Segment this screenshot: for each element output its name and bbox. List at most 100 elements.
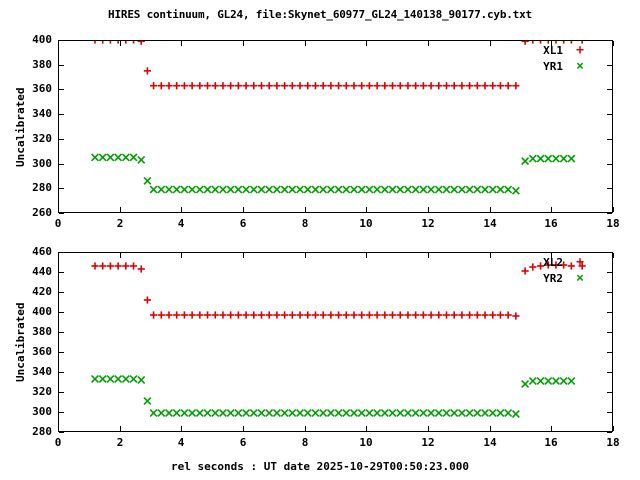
y-axis-tick (59, 332, 64, 333)
y-axis-tick-right (607, 40, 612, 41)
y-axis-tick-right (607, 89, 612, 90)
x-axis-tick-label: 18 (606, 217, 620, 230)
x-axis-tick-top (490, 253, 491, 258)
y-axis-tick-label: 300 (32, 157, 52, 170)
y-axis-tick-right (607, 332, 612, 333)
x-axis-tick-top (305, 41, 306, 46)
x-axis-tick (613, 426, 614, 431)
x-axis-tick-top (551, 41, 552, 46)
series-yr1 (91, 153, 576, 195)
x-axis-tick-top (490, 41, 491, 46)
series-xl1 (94, 41, 583, 90)
legend-marker-yr2: × (576, 271, 584, 286)
x-axis-tick-label: 16 (544, 217, 558, 230)
x-axis-tick-top (243, 41, 244, 46)
x-axis-tick (181, 426, 182, 431)
y-axis-tick (59, 272, 64, 273)
y-axis-tick-right (607, 114, 612, 115)
y-axis-tick (59, 312, 64, 313)
x-axis-tick (490, 207, 491, 212)
y-axis-tick (59, 65, 64, 66)
series-yr2 (91, 375, 576, 418)
legend-marker-yr1: × (576, 59, 584, 74)
x-axis-tick (243, 426, 244, 431)
x-axis-tick-top (181, 253, 182, 258)
x-axis-tick-label: 14 (483, 217, 497, 230)
y-axis-tick-right (607, 252, 612, 253)
y-axis-tick (59, 40, 64, 41)
x-axis-tick (613, 207, 614, 212)
legend-label-yr1: YR1 (543, 60, 563, 73)
y-axis-tick-label: 400 (32, 33, 52, 46)
x-axis-tick-top (305, 253, 306, 258)
y-axis-tick-label: 320 (32, 385, 52, 398)
x-axis-tick-label: 0 (54, 217, 62, 230)
x-axis-tick-top (366, 41, 367, 46)
x-axis-tick-label: 6 (239, 436, 247, 449)
plot-frame (58, 40, 613, 213)
x-axis-tick-top (58, 41, 59, 46)
x-axis-tick-label: 4 (177, 217, 185, 230)
y-axis-tick-right (607, 139, 612, 140)
x-axis-tick-top (428, 41, 429, 46)
legend-label-xl1: XL1 (543, 44, 563, 57)
legend-marker-xl2: + (576, 255, 584, 270)
y-axis-tick-label: 440 (32, 265, 52, 278)
x-axis-tick-label: 12 (421, 217, 435, 230)
x-axis-tick-label: 14 (483, 436, 497, 449)
x-axis-tick (58, 426, 59, 431)
y-axis-tick-right (607, 164, 612, 165)
y-axis-tick-label: 420 (32, 285, 52, 298)
x-axis-tick-label: 0 (54, 436, 62, 449)
x-axis-tick (551, 207, 552, 212)
y-axis-tick-right (607, 188, 612, 189)
y-axis-tick-label: 400 (32, 305, 52, 318)
y-axis-tick (59, 352, 64, 353)
x-axis-tick (366, 426, 367, 431)
y-axis-tick (59, 412, 64, 413)
x-axis-tick (490, 426, 491, 431)
y-axis-tick-label: 300 (32, 405, 52, 418)
x-axis-tick-top (551, 253, 552, 258)
y-axis-tick-label: 320 (32, 132, 52, 145)
x-axis-tick-top (366, 253, 367, 258)
x-axis-tick-top (120, 253, 121, 258)
y-axis-tick (59, 292, 64, 293)
y-axis-tick-right (607, 372, 612, 373)
y-axis-tick (59, 89, 64, 90)
x-axis-tick-label: 4 (177, 436, 185, 449)
y-axis-tick (59, 213, 64, 214)
x-axis-tick-top (181, 41, 182, 46)
page-title: HIRES continuum, GL24, file:Skynet_60977… (108, 8, 532, 21)
x-axis-tick-top (120, 41, 121, 46)
x-axis-tick (428, 207, 429, 212)
x-axis-tick-label: 2 (116, 436, 124, 449)
y-axis-tick-right (607, 412, 612, 413)
x-axis-tick (428, 426, 429, 431)
x-axis-tick-top (243, 253, 244, 258)
x-axis-tick (243, 207, 244, 212)
x-axis-tick-label: 10 (359, 217, 373, 230)
x-axis-tick (120, 426, 121, 431)
x-axis-tick-label: 18 (606, 436, 620, 449)
x-axis-tick (551, 426, 552, 431)
x-axis-tick-label: 6 (239, 217, 247, 230)
y-axis-tick-label: 380 (32, 325, 52, 338)
x-axis-tick (181, 207, 182, 212)
y-axis-tick-label: 280 (32, 425, 52, 438)
series-xl2 (91, 261, 586, 320)
y-axis-tick (59, 392, 64, 393)
y-axis-tick (59, 139, 64, 140)
y-axis-tick-right (607, 272, 612, 273)
y-axis-tick-label: 460 (32, 245, 52, 258)
x-axis-tick (305, 426, 306, 431)
y-axis-tick-right (607, 312, 612, 313)
y-axis-tick-label: 380 (32, 58, 52, 71)
y-axis-tick-label: 340 (32, 107, 52, 120)
legend-label-xl2: XL2 (543, 256, 563, 269)
y-axis-tick (59, 372, 64, 373)
y-axis-tick-right (607, 352, 612, 353)
